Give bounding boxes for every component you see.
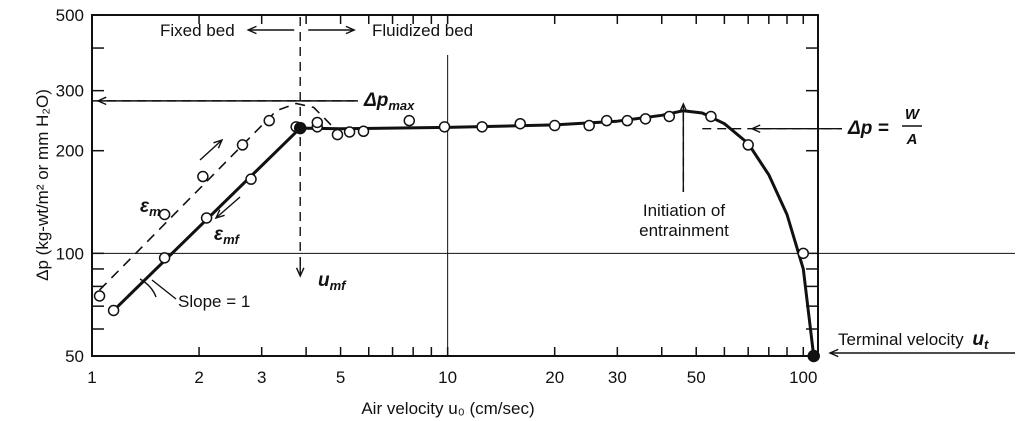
axis-ticks <box>91 14 818 357</box>
open-data-point <box>438 121 451 133</box>
solid-data-point <box>807 349 820 363</box>
x-tick-label: 10 <box>438 368 457 387</box>
epsilon-mf-symbol: ε <box>214 224 224 245</box>
initiation-label-line2: entrainment <box>639 221 729 240</box>
y-tick-label: 50 <box>65 347 84 366</box>
open-data-point <box>548 119 561 132</box>
epsilon-m-symbol: ε <box>140 196 150 217</box>
open-data-point <box>476 121 488 133</box>
fluidized-bed-arrow-head <box>345 25 356 35</box>
epsilon-m-up-arrow-shaft <box>199 139 223 161</box>
open-data-point <box>93 290 106 302</box>
terminal-velocity-label: Terminal velocity ut <box>838 329 989 352</box>
epsilon-mf-label: εmf <box>214 224 241 247</box>
open-data-point <box>600 114 613 127</box>
solid-data-point <box>293 121 307 135</box>
x-tick-label: 3 <box>257 368 266 387</box>
open-data-point <box>639 113 652 125</box>
plot-frame <box>91 14 819 357</box>
epsilon-mf-subscript: mf <box>223 232 241 247</box>
open-data-point <box>197 170 209 183</box>
y-tick-label: 500 <box>56 6 84 25</box>
open-data-point <box>797 247 810 260</box>
open-data-point <box>742 139 754 151</box>
fixed-bed-label: Fixed bed <box>160 21 235 40</box>
umf-subscript: mf <box>330 278 348 293</box>
epsilon-m-label: εm <box>140 196 161 219</box>
terminal-velocity-arrow-head <box>828 348 839 358</box>
dp-equation-lhs: Δp = <box>847 118 889 139</box>
y-tick-label: 300 <box>56 82 84 101</box>
fluidized-bed-label: Fluidized bed <box>372 21 473 40</box>
dashed-curve <box>98 102 332 291</box>
terminal-velocity-symbol: u <box>972 329 984 350</box>
dp-max-subscript: max <box>388 98 415 113</box>
x-tick-label: 100 <box>789 368 817 387</box>
x-tick-label: 50 <box>687 368 706 387</box>
open-data-point <box>403 114 416 127</box>
open-data-point <box>663 110 676 123</box>
slope-arc <box>139 278 157 298</box>
open-data-point <box>621 114 634 127</box>
x-tick-label: 5 <box>336 368 345 387</box>
y-axis-title: Δp (kg-wt/m² or mm H₂O) <box>33 89 52 281</box>
slope-pointer <box>151 279 177 300</box>
x-tick-label: 30 <box>608 368 627 387</box>
x-axis-title: Air velocity u₀ (cm/sec) <box>361 399 534 418</box>
y-tick-label: 200 <box>56 142 84 161</box>
annotation-arrows <box>96 25 1015 358</box>
x-tick-label: 20 <box>545 368 564 387</box>
epsilon-m-up-arrow-head <box>213 138 224 149</box>
x-tick-label: 2 <box>194 368 203 387</box>
slope-label: Slope = 1 <box>178 292 250 311</box>
open-data-point <box>158 208 171 221</box>
dp-max-arrow-head <box>96 96 107 106</box>
umf-label: umf <box>318 270 347 293</box>
open-data-point <box>357 125 370 138</box>
open-data-point <box>331 128 344 141</box>
tick-labels: 1 2 3 5 10 20 30 50 100 50 100 200 300 500 <box>56 6 818 387</box>
open-data-point <box>245 173 257 185</box>
dp-max-label: Δpmax <box>363 90 415 113</box>
terminal-velocity-text: Terminal velocity <box>838 330 964 349</box>
open-data-point <box>705 110 717 123</box>
open-data-point <box>343 126 356 138</box>
data-points <box>93 110 820 363</box>
epsilon-m-subscript: m <box>149 204 161 219</box>
plot-border <box>91 14 819 357</box>
open-data-point <box>236 139 249 151</box>
umf-arrow-head <box>295 267 305 278</box>
open-data-point <box>514 117 526 130</box>
open-data-point <box>158 252 171 264</box>
umf-symbol: u <box>318 270 330 291</box>
dp-max-symbol: Δp <box>363 90 388 111</box>
dp-w-over-a-arrow-head <box>750 124 761 134</box>
epsilon-mf-down-arrow-shaft <box>215 196 241 219</box>
open-data-point <box>200 212 213 224</box>
fixed-bed-arrow-head <box>246 25 257 35</box>
x-tick-label: 1 <box>87 368 96 387</box>
dp-equation-denominator: A <box>906 131 918 148</box>
open-data-point <box>107 304 120 317</box>
terminal-velocity-subscript: t <box>984 337 989 352</box>
epsilon-mf-down-arrow-head <box>214 209 225 220</box>
open-data-point <box>583 119 595 132</box>
initiation-label-line1: Initiation of <box>643 201 725 220</box>
open-data-point <box>263 114 275 127</box>
initiation-arrow-head <box>679 102 688 113</box>
y-tick-label: 100 <box>56 244 84 263</box>
dp-equation-numerator: W <box>905 106 921 123</box>
open-data-point <box>311 116 324 129</box>
